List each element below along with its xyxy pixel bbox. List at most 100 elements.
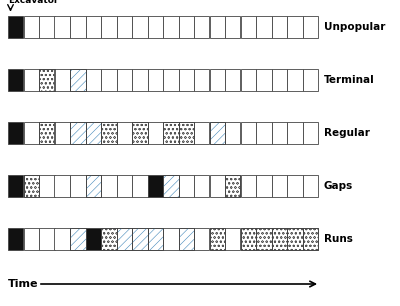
Bar <box>163 16 178 38</box>
Bar <box>70 122 86 144</box>
Bar <box>24 122 39 144</box>
Bar <box>256 228 272 250</box>
Bar <box>210 228 225 250</box>
Bar <box>132 228 148 250</box>
Bar <box>116 16 132 38</box>
Bar <box>39 69 54 91</box>
Bar <box>70 16 86 38</box>
Bar <box>24 228 39 250</box>
Bar <box>86 228 101 250</box>
Bar <box>240 228 256 250</box>
Bar <box>225 175 240 197</box>
Text: Excavator: Excavator <box>8 0 58 5</box>
Bar <box>70 228 86 250</box>
Bar <box>178 122 194 144</box>
Bar <box>272 69 287 91</box>
Bar <box>148 122 163 144</box>
Bar <box>194 175 210 197</box>
Bar <box>302 228 318 250</box>
Bar <box>287 175 302 197</box>
Bar <box>178 228 194 250</box>
Bar <box>148 228 163 250</box>
Text: Regular: Regular <box>324 128 370 138</box>
Bar <box>148 175 163 197</box>
Bar <box>86 175 101 197</box>
Bar <box>101 122 116 144</box>
Bar <box>8 69 24 91</box>
Bar <box>116 175 132 197</box>
Bar <box>39 175 54 197</box>
Bar <box>163 175 178 197</box>
Bar <box>210 16 225 38</box>
Bar <box>272 228 287 250</box>
Bar <box>240 69 256 91</box>
Bar <box>240 228 256 250</box>
Bar <box>101 122 116 144</box>
Bar <box>210 122 225 144</box>
Bar <box>178 228 194 250</box>
Bar <box>86 69 101 91</box>
Bar <box>240 228 256 250</box>
Bar <box>116 122 132 144</box>
Bar <box>101 69 116 91</box>
Bar <box>210 69 225 91</box>
Bar <box>256 69 272 91</box>
Bar <box>210 122 225 144</box>
Bar <box>116 228 132 250</box>
Bar <box>86 175 101 197</box>
Bar <box>302 175 318 197</box>
Bar <box>39 122 54 144</box>
Bar <box>194 228 210 250</box>
Bar <box>148 228 163 250</box>
Bar <box>287 228 302 250</box>
Bar <box>116 69 132 91</box>
Bar <box>54 16 70 38</box>
Bar <box>178 69 194 91</box>
Bar <box>54 228 70 250</box>
Bar <box>163 175 178 197</box>
Bar <box>225 175 240 197</box>
Bar <box>101 16 116 38</box>
Bar <box>163 69 178 91</box>
Bar <box>225 69 240 91</box>
Text: Unpopular: Unpopular <box>324 22 385 32</box>
Bar <box>101 175 116 197</box>
Bar <box>272 16 287 38</box>
Bar <box>256 228 272 250</box>
Bar <box>132 122 148 144</box>
Bar <box>272 122 287 144</box>
Bar <box>178 122 194 144</box>
Bar <box>272 228 287 250</box>
Bar <box>101 228 116 250</box>
Bar <box>86 175 101 197</box>
Bar <box>194 16 210 38</box>
Bar <box>116 228 132 250</box>
Bar <box>8 228 24 250</box>
Bar <box>272 175 287 197</box>
Bar <box>178 228 194 250</box>
Bar <box>302 122 318 144</box>
Bar <box>302 228 318 250</box>
Bar <box>39 69 54 91</box>
Bar <box>101 228 116 250</box>
Bar <box>256 228 272 250</box>
Bar <box>256 16 272 38</box>
Bar <box>178 16 194 38</box>
Bar <box>70 122 86 144</box>
Bar <box>132 175 148 197</box>
Bar <box>70 69 86 91</box>
Bar <box>54 175 70 197</box>
Bar <box>163 228 178 250</box>
Bar <box>210 122 225 144</box>
Bar <box>70 228 86 250</box>
Bar <box>210 175 225 197</box>
Bar <box>24 175 39 197</box>
Bar <box>70 228 86 250</box>
Bar <box>302 16 318 38</box>
Bar <box>39 122 54 144</box>
Bar <box>163 122 178 144</box>
Bar <box>132 16 148 38</box>
Bar <box>132 122 148 144</box>
Text: Gaps: Gaps <box>324 181 353 191</box>
Bar <box>163 175 178 197</box>
